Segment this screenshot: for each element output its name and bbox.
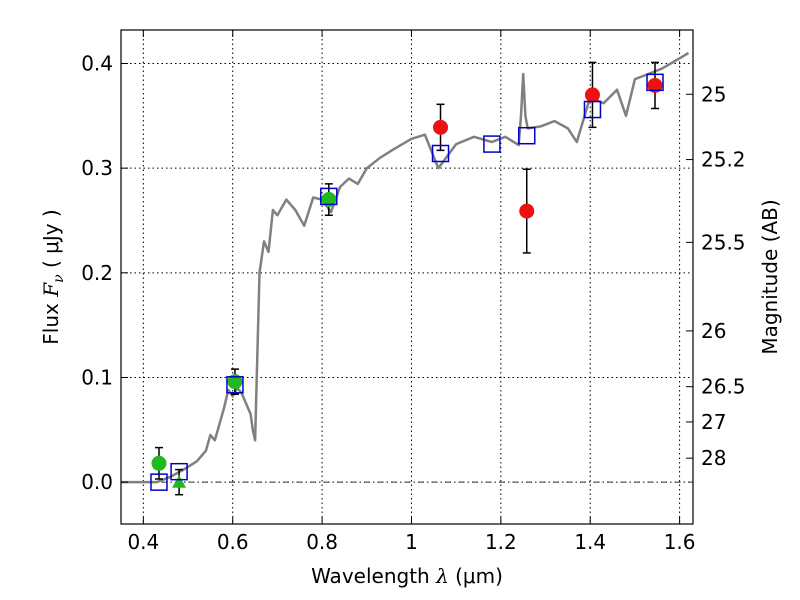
plot-background: [121, 30, 693, 524]
x-tick-label: 0.8: [306, 530, 338, 554]
x-tick-label: 1.6: [664, 530, 696, 554]
x-axis-label: Wavelength λ (μm): [311, 564, 503, 588]
model-photometry-square: [483, 135, 501, 153]
y2-tick-label: 27: [701, 410, 726, 434]
y2-tick-label: 28: [701, 446, 726, 470]
y-tick-label: 0.3: [81, 156, 113, 180]
model-photometry-square: [583, 100, 602, 119]
data-point-circle: [227, 374, 243, 390]
model-photometry-square: [226, 376, 244, 394]
y-tick-label: 0.1: [81, 365, 113, 389]
data-point-circle: [647, 77, 663, 93]
marker-layer: [150, 73, 664, 491]
tick-layer: 0.4 0.6 0.8 1 1.2 1.4 1.6 0.0 0.1 0.2 0.3 0.4 25 25.2…: [81, 30, 746, 554]
data-point-circle: [519, 203, 535, 219]
model-photometry-square: [431, 144, 450, 163]
y2-axis-label: Magnitude (AB): [758, 199, 782, 354]
x-tick-label: 1.4: [574, 530, 606, 554]
data-point-triangle: [172, 475, 187, 488]
y-tick-label: 0.4: [81, 51, 113, 75]
y2-tick-label: 26.5: [701, 375, 746, 399]
y-tick-label: 0.0: [81, 470, 113, 494]
model-photometry-square: [150, 473, 168, 491]
plot-frame: [120, 29, 694, 525]
y-tick-label: 0.2: [81, 261, 113, 285]
x-tick-label: 0.4: [127, 530, 159, 554]
data-point-circle: [433, 119, 449, 135]
model-photometry-square: [518, 126, 536, 145]
data-point-circle: [584, 87, 600, 103]
data-point-circle: [321, 192, 337, 208]
model-photometry-square: [646, 73, 664, 92]
model-photometry-square: [320, 187, 338, 206]
x-tick-label: 0.6: [217, 530, 249, 554]
y2-tick-label: 25: [701, 82, 726, 106]
x-tick-label: 1: [405, 530, 418, 554]
data-point-circle: [151, 455, 167, 471]
y-axis-label: Flux Fν ( μJy ): [39, 209, 67, 344]
sed-layer: [121, 51, 690, 484]
y2-tick-label: 25.2: [701, 148, 746, 172]
y2-tick-label: 25.5: [701, 230, 746, 254]
model-photometry-square: [170, 462, 188, 481]
x-tick-label: 1.2: [485, 530, 517, 554]
sed-model-curve: [121, 51, 690, 484]
y2-tick-label: 26: [701, 319, 726, 343]
